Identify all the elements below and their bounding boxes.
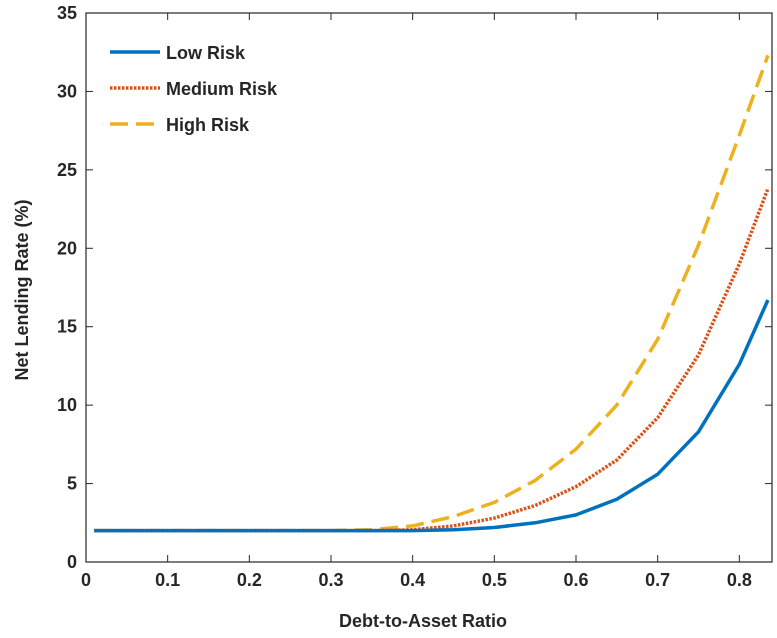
x-tick-label: 0.1 [155,570,180,590]
y-axis-label: Net Lending Rate (%) [12,199,32,380]
x-tick-label: 0.8 [727,570,752,590]
y-tick-label: 15 [57,317,77,337]
x-tick-label: 0.3 [318,570,343,590]
legend-label: Medium Risk [166,79,278,99]
series-line-low-risk [94,299,770,533]
x-tick-label: 0.2 [237,570,262,590]
y-tick-label: 10 [57,395,77,415]
series-layer [94,54,770,533]
tick-labels: 0 0.1 0.2 0.3 0.4 0.5 0.6 0.7 0.8 0 5 10 15 20 25 30 35 [57,3,752,590]
legend-label: Low Risk [166,43,246,63]
x-tick-label: 0.7 [645,570,670,590]
legend: Low Risk Medium Risk High Risk [110,43,278,135]
legend-label: High Risk [166,115,250,135]
series-line-medium-risk [94,188,770,533]
y-tick-label: 0 [67,552,77,572]
x-tick-label: 0.5 [482,570,507,590]
plot-frame [85,12,773,563]
x-tick-label: 0.6 [563,570,588,590]
y-tick-label: 30 [57,81,77,101]
y-tick-label: 25 [57,160,77,180]
y-tick-label: 5 [67,474,77,494]
y-tick-label: 20 [57,238,77,258]
axes [85,12,773,563]
x-tick-label: 0.4 [400,570,425,590]
x-axis-label: Debt-to-Asset Ratio [339,611,507,631]
x-tick-label: 0 [81,570,91,590]
y-tick-label: 35 [57,3,77,23]
